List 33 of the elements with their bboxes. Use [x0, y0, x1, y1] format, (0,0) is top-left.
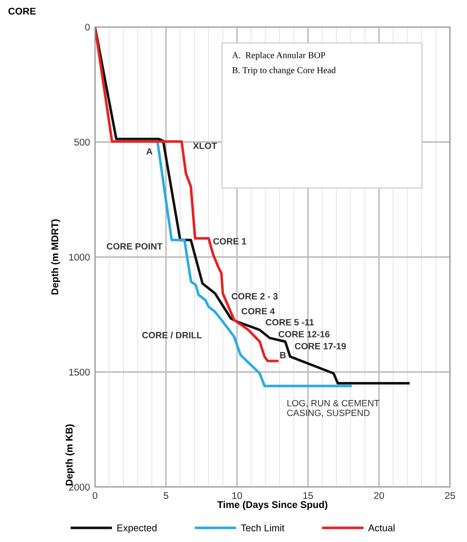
annotation: CORE 12-16: [278, 331, 330, 338]
x-axis-title: Time (Days Since Spud): [217, 500, 328, 510]
text: Depth (m KB): [65, 424, 75, 486]
y-tick-label: 1500: [69, 368, 90, 376]
y-tick-label: 2000: [69, 484, 90, 491]
x-tick-label: 25: [445, 492, 455, 499]
annotation: CORE / DRILL: [142, 332, 202, 338]
annotation: CORE POINT: [106, 243, 162, 250]
x-tick-label: 15: [303, 492, 313, 499]
x-tick-label: 20: [374, 492, 384, 499]
annotation: B. Trip to change Core Head: [232, 66, 336, 76]
y-tick-label: 500: [74, 138, 90, 146]
annotation: CORE 1: [213, 238, 246, 244]
annotation: B: [280, 352, 286, 358]
annotation: A. Replace Annular BOP: [232, 52, 326, 60]
x-tick-label: 10: [232, 492, 242, 499]
annotation: CORE 2 - 3: [232, 293, 278, 300]
annotation: CORE 5 -11: [266, 319, 314, 326]
annotation: CORE 17-19: [294, 342, 346, 350]
annotation: A: [146, 148, 152, 154]
x-tick-label: 0: [92, 492, 98, 499]
annotation: CORE 4: [242, 308, 275, 314]
legend-label: Expected: [117, 524, 157, 534]
line-series: [95, 27, 410, 385]
y-axis-title: Depth (m MDRT): [51, 219, 60, 294]
annotation: LOG, RUN & CEMENT CASING, SUSPEND: [287, 400, 380, 418]
legend-label: Tech Limit: [240, 524, 284, 532]
y-tick-label: 1000: [69, 254, 90, 261]
annotation: XLOT: [193, 142, 217, 150]
y-tick-label: 0: [85, 24, 90, 31]
chart-title: CORE: [8, 8, 36, 15]
x-tick-label: 5: [164, 492, 168, 499]
legend-label: Actual: [368, 524, 394, 532]
